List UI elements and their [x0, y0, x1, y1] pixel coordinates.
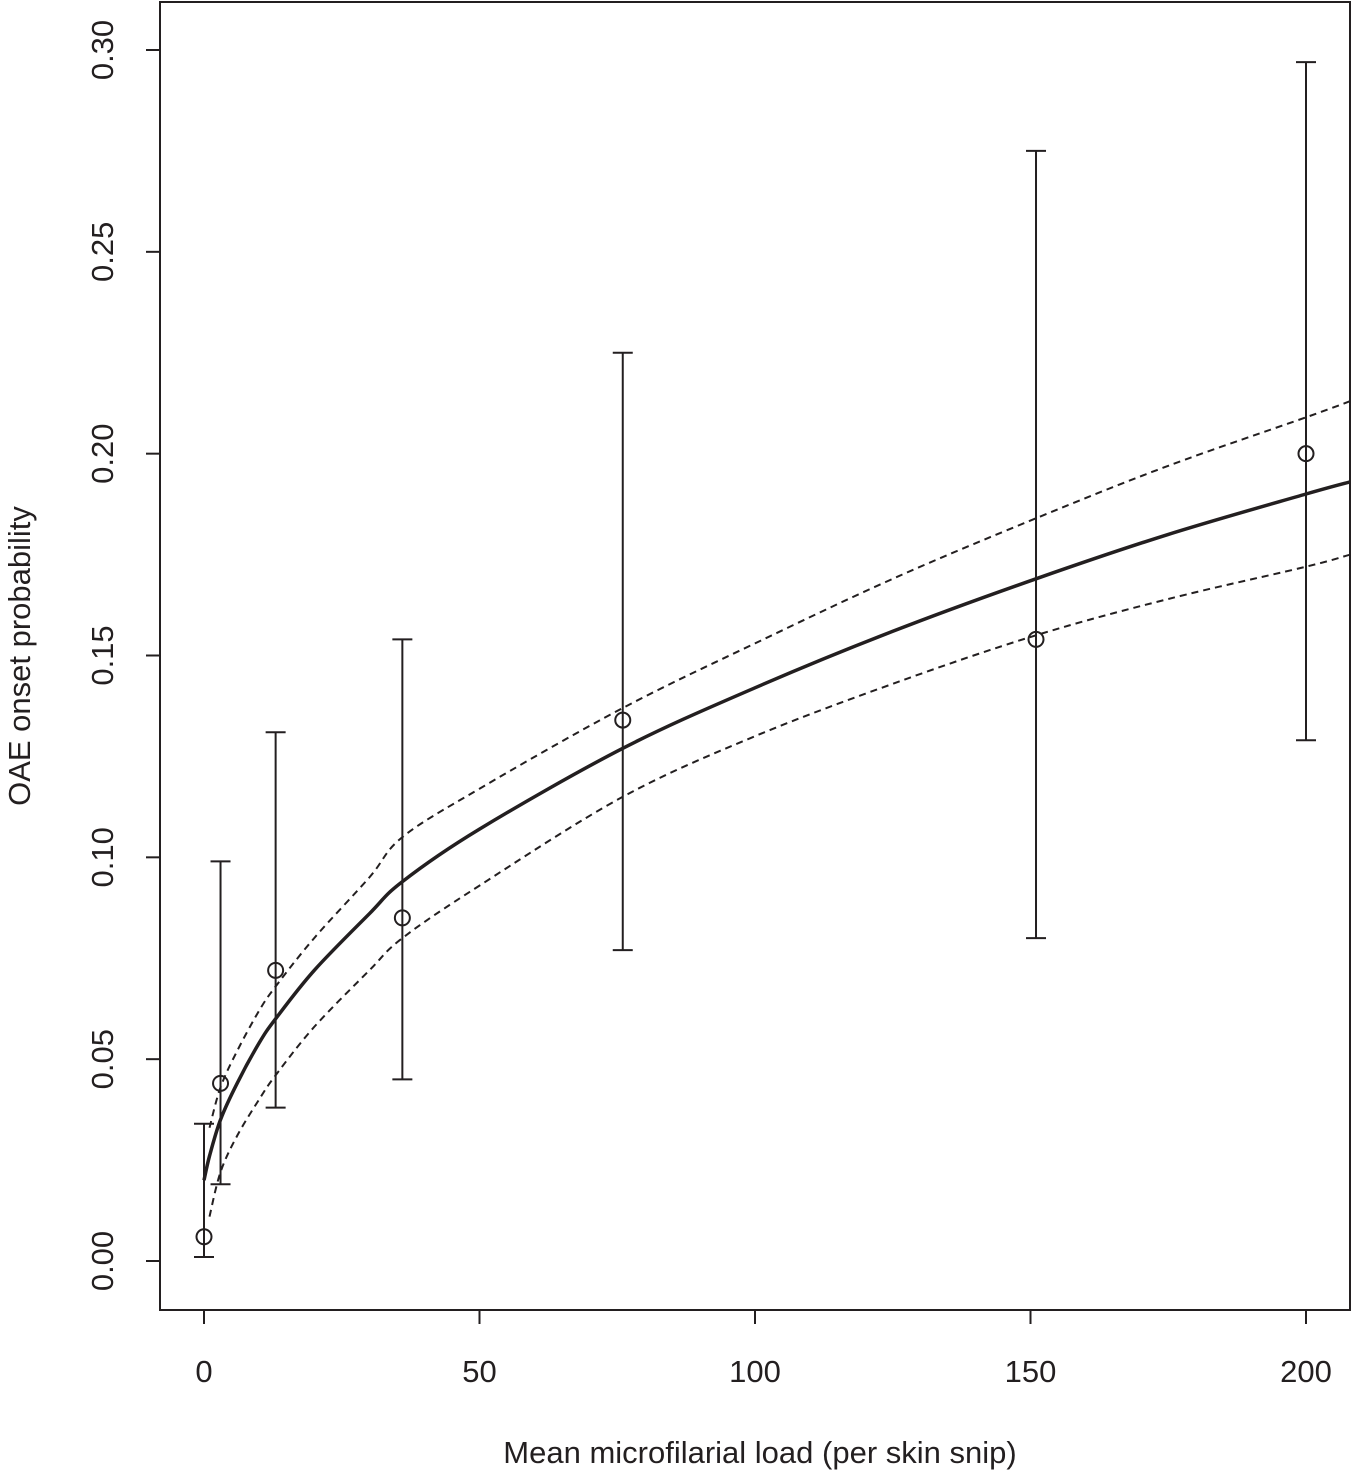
x-tick-label: 0: [195, 1354, 212, 1389]
fitted-curve: [202, 480, 1350, 1181]
data-point-group: [210, 860, 231, 1186]
x-tick-label: 200: [1280, 1354, 1332, 1389]
x-axis-title: Mean microfilarial load (per skin snip): [503, 1435, 1016, 1470]
data-point: [1027, 630, 1045, 648]
y-axis-title: OAE onset probability: [2, 506, 37, 806]
y-tick-label: 0.15: [85, 625, 120, 685]
x-tick-label: 50: [462, 1354, 496, 1389]
axes-layer: 0 50 100 150 200 0.00 0.05 0.10 0.15 0.20 0.25 0.30: [85, 1, 1351, 1389]
y-tick-label: 0.00: [85, 1231, 120, 1291]
data-point: [614, 711, 632, 729]
fitted-curve-layer: [202, 480, 1350, 1181]
data-point-group: [194, 1122, 214, 1258]
confidence-band-upper: [208, 400, 1350, 1129]
y-tick-label: 0.30: [85, 20, 120, 80]
data-point-group: [612, 351, 633, 952]
data-point: [195, 1228, 213, 1246]
confidence-band-lower: [208, 553, 1350, 1217]
plot-frame: [159, 1, 1351, 1311]
data-point: [267, 961, 285, 979]
x-tick-label: 100: [729, 1354, 781, 1389]
y-tick-label: 0.05: [85, 1029, 120, 1089]
x-tick-label: 150: [1005, 1354, 1057, 1389]
data-point-group: [392, 638, 413, 1081]
data-point-group: [1296, 61, 1316, 742]
y-tick-label: 0.20: [85, 423, 120, 483]
points-layer: [194, 61, 1316, 1258]
y-tick-label: 0.10: [85, 827, 120, 887]
data-point: [212, 1074, 230, 1092]
confidence-band-layer: [208, 400, 1350, 1217]
data-point-group: [265, 731, 286, 1109]
data-point: [1297, 445, 1315, 463]
data-point: [393, 909, 411, 927]
y-tick-label: 0.25: [85, 222, 120, 282]
data-point-group: [1026, 149, 1047, 940]
